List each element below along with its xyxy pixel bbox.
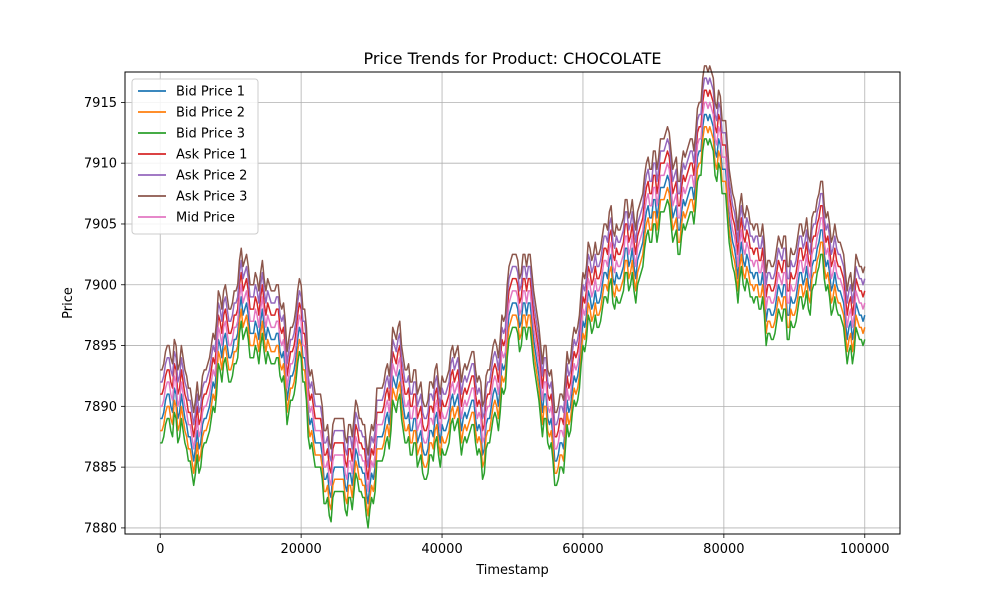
x-tick-label: 100000 [840, 542, 890, 557]
y-tick-label: 7910 [84, 157, 117, 172]
legend-entry-label: Bid Price 1 [176, 85, 245, 100]
y-tick-label: 7880 [84, 521, 117, 536]
x-axis-label: Timestamp [475, 563, 549, 578]
y-tick-label: 7915 [84, 96, 117, 111]
series-lines [160, 65, 866, 529]
legend-entry-label: Bid Price 2 [176, 106, 245, 121]
x-tick-label: 20000 [280, 542, 321, 557]
series-line-ask-price-1 [160, 89, 866, 481]
series-line-ask-price-3 [160, 65, 866, 456]
y-tick-label: 7905 [84, 217, 117, 232]
legend-entry-label: Bid Price 3 [176, 127, 245, 142]
x-tick-label: 0 [156, 542, 164, 557]
series-line-bid-price-3 [160, 138, 866, 529]
series-line-bid-price-2 [160, 125, 866, 517]
y-tick-label: 7885 [84, 461, 117, 476]
series-line-mid-price [160, 101, 866, 493]
legend-entry-label: Ask Price 1 [176, 148, 247, 163]
series-line-ask-price-2 [160, 77, 866, 468]
legend-entry-label: Ask Price 2 [176, 169, 247, 184]
x-tick-label: 60000 [562, 542, 603, 557]
series-line-bid-price-1 [160, 113, 866, 505]
chart-title: Price Trends for Product: CHOCOLATE [363, 49, 661, 68]
legend-entry-label: Mid Price [176, 211, 235, 226]
plot-area-frame [124, 71, 901, 535]
y-tick-label: 7900 [84, 278, 117, 293]
y-tick-label: 7895 [84, 339, 117, 354]
x-tick-label: 40000 [421, 542, 462, 557]
grid [125, 72, 900, 534]
y-axis-label: Price [61, 287, 76, 319]
axis-ticks: 0 20000 40000 60000 80000 100000 7880 7885 7890 7… [84, 96, 890, 557]
y-tick-label: 7890 [84, 400, 117, 415]
x-tick-label: 80000 [703, 542, 744, 557]
legend-entry-label: Ask Price 3 [176, 190, 247, 205]
legend: Bid Price 1 Bid Price 2 Bid Price 3 Ask Pri… [131, 78, 259, 235]
